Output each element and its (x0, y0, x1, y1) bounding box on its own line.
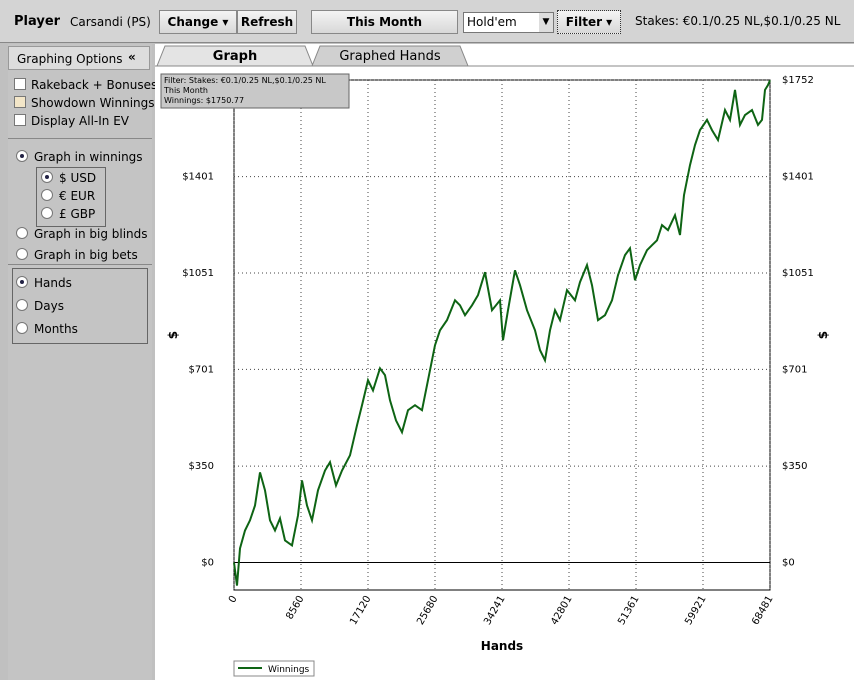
radio[interactable]: Graph in big bets (16, 248, 138, 262)
x-tick-label: 17120 (348, 594, 373, 627)
legend-box (233, 660, 315, 677)
label: Change (167, 15, 219, 29)
toolbar: Player Carsandi (PS) Change ▾ Refresh Th… (0, 0, 854, 43)
label: Graph in winnings (34, 150, 143, 164)
y2-tick-label: $1051 (782, 268, 814, 279)
label: £ GBP (59, 207, 96, 221)
y-tick-label: $350 (189, 461, 214, 472)
currency-box (36, 167, 106, 227)
x-tick-label: 34241 (482, 594, 507, 627)
x-tick-label: 8560 (284, 594, 306, 622)
y2-tick-label: $701 (782, 364, 807, 375)
radio[interactable]: Hands (16, 276, 72, 290)
sidebar-title: Graphing Options (8, 46, 150, 70)
collapse[interactable]: « (128, 50, 136, 64)
filter-button[interactable]: Filter ▾ (557, 10, 621, 34)
label: € EUR (59, 189, 96, 203)
month-button[interactable]: This Month (311, 10, 458, 34)
x-tick-label: 51361 (616, 594, 641, 627)
x-tick-label: 0 (227, 594, 240, 605)
series-line (233, 79, 771, 586)
x-tick-label: 68481 (750, 594, 775, 627)
change-button[interactable]: Change ▾ (159, 10, 237, 34)
y2-axis-label: $ (816, 331, 830, 339)
axis-box (12, 268, 148, 344)
x-tick-label: 42801 (549, 594, 574, 627)
y2-tick-label: $1752 (782, 75, 814, 86)
y-axis-label: $ (166, 331, 180, 339)
stakes: Stakes: €0.1/0.25 NL,$0.1/0.25 NL (635, 14, 841, 28)
info-line: Winnings: $1750.77 (164, 96, 244, 105)
info-box (160, 73, 350, 109)
sidebar: Graphing Options « Rakeback + Bonuses Showd… (8, 44, 157, 680)
refresh-button[interactable]: Refresh (237, 10, 297, 34)
x-tick-label: 25680 (415, 594, 440, 627)
label: Showdown Winnings (31, 96, 155, 110)
label: Display All-In EV (31, 114, 130, 128)
x-tick-label: 59921 (683, 594, 708, 627)
label: Rakeback + Bonuses (31, 78, 158, 92)
radio[interactable]: Days (16, 299, 64, 313)
y2-tick-label: $350 (782, 461, 807, 472)
checkbox[interactable]: Display All-In EV (14, 114, 129, 128)
y-tick-label: $1051 (182, 268, 214, 279)
radio[interactable]: Graph in big blinds (16, 227, 148, 241)
label: Months (34, 322, 78, 336)
legend-label: Winnings (268, 665, 310, 675)
y2-tick-label: $1401 (782, 172, 814, 183)
label: Hold'em (467, 15, 517, 29)
label: Days (34, 299, 64, 313)
info-line: This Month (163, 86, 208, 95)
chart-panel: Graph Graphed Hands $0 $0 $350 $350 $701 $701 $1… (155, 44, 854, 680)
x-axis-label: Hands (481, 639, 523, 653)
player-label: Player (14, 14, 61, 29)
label: Hands (34, 276, 72, 290)
label: Graph in big bets (34, 248, 138, 262)
sep (8, 138, 152, 139)
radio[interactable]: £ GBP (41, 207, 95, 221)
y2-tick-label: $0 (782, 557, 795, 568)
label: Graph in big blinds (34, 227, 148, 241)
radio[interactable]: € EUR (41, 189, 95, 203)
checkbox[interactable]: Showdown Winnings (14, 96, 155, 110)
y-tick-label: $1401 (182, 172, 214, 183)
tab-label: Graph (213, 49, 257, 64)
label: Filter (565, 15, 602, 29)
radio[interactable]: Graph in winnings (16, 150, 143, 164)
player-name: Carsandi (PS) (70, 15, 151, 29)
tab-label: Graphed Hands (339, 49, 440, 64)
game-select[interactable]: Hold'em ▼ (463, 12, 554, 33)
label: Graphing Options (17, 52, 123, 66)
y-tick-label: $0 (201, 557, 214, 568)
label: « (128, 50, 136, 64)
radio[interactable]: Months (16, 322, 78, 336)
checkbox[interactable]: Rakeback + Bonuses (14, 78, 157, 92)
info-line: Filter: Stakes: €0.1/0.25 NL,$0.1/0.25 N… (164, 76, 326, 85)
sep (8, 264, 152, 265)
radio[interactable]: $ USD (41, 171, 96, 185)
label: $ USD (59, 171, 97, 185)
y-tick-label: $701 (189, 364, 214, 375)
